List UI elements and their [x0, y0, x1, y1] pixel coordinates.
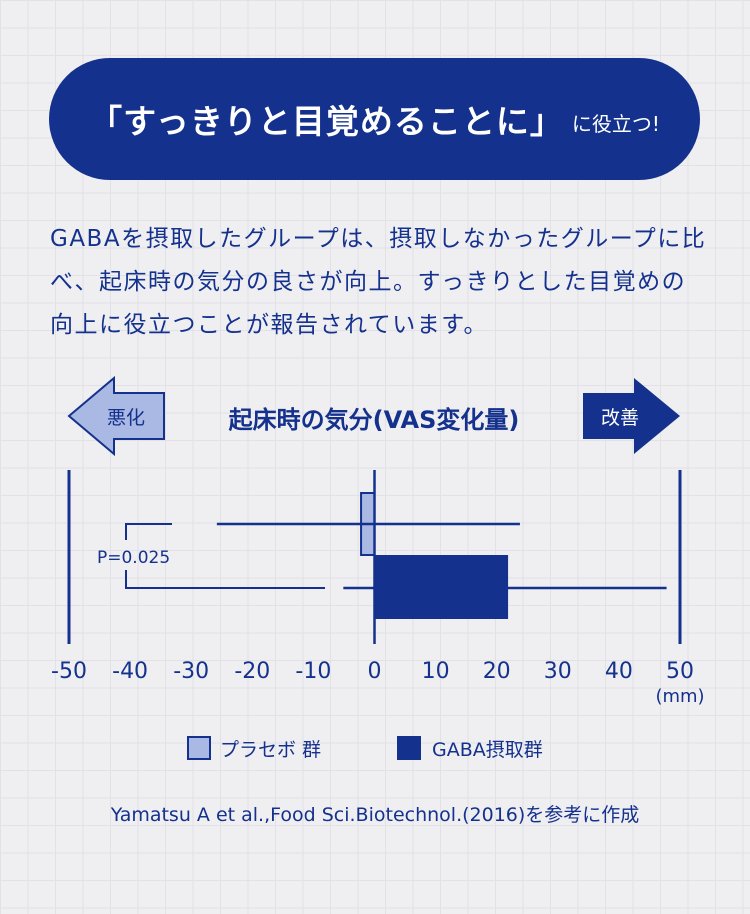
x-tick-label: 10 — [422, 659, 450, 684]
chart-title: 起床時の気分(VAS変化量) — [228, 406, 520, 434]
x-tick-label: -20 — [234, 659, 270, 684]
headline-main: 「すっきりと目覚めることに」 — [89, 102, 564, 141]
x-tick-label: -10 — [295, 659, 331, 684]
legend-swatch-gaba — [397, 736, 421, 760]
headline-sub: に役立つ! — [571, 111, 660, 136]
x-tick-label: 0 — [368, 659, 382, 684]
left-arrow-label: 悪化 — [107, 407, 145, 429]
x-tick-label: 50 — [666, 659, 694, 684]
right-arrow-label: 改善 — [601, 407, 639, 429]
x-tick-label: -30 — [173, 659, 209, 684]
x-tick-label: -50 — [51, 659, 87, 684]
x-tick-label: 20 — [483, 659, 511, 684]
citation: Yamatsu A et al.,Food Sci.Biotechnol.(20… — [110, 804, 640, 826]
description: GABAを摂取したグループは、摂取しなかったグループに比べ、起床時の気分の良さが… — [50, 226, 707, 338]
headline-banner: 「すっきりと目覚めることに」 に役立つ! — [49, 58, 700, 180]
right-arrow-icon — [583, 378, 680, 454]
x-tick-label: -40 — [112, 659, 148, 684]
p-value-label: P=0.025 — [97, 548, 170, 568]
bracket-top — [125, 523, 172, 540]
bracket-bottom — [125, 570, 325, 589]
legend-label-placebo: プラセボ 群 — [220, 739, 321, 761]
x-unit-label: (mm) — [655, 686, 704, 707]
x-tick-label: 30 — [544, 659, 572, 684]
x-tick-label: 40 — [605, 659, 633, 684]
left-arrow-icon — [67, 375, 165, 457]
legend-label-gaba: GABA摂取群 — [432, 739, 543, 761]
legend-swatch-placebo — [187, 736, 211, 760]
